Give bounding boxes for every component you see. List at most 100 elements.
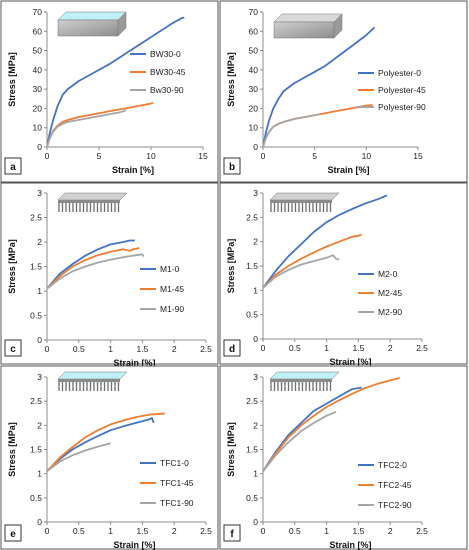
y-tick-label: 0.5 <box>246 310 258 320</box>
y-tick-label: 50 <box>249 46 259 56</box>
x-axis-label: Strain [%] <box>112 165 154 175</box>
series-line-m2-45 <box>262 233 362 289</box>
panel-letter: d <box>229 344 235 355</box>
x-tick-label: 2 <box>172 344 177 354</box>
y-axis-label: Stress [MPa] <box>226 52 236 107</box>
y-tick-label: 70 <box>249 7 259 17</box>
icon-side-face <box>117 11 127 37</box>
legend-entry: Polyester-45 <box>378 85 426 95</box>
series-line-tfc1-45 <box>46 412 165 472</box>
y-tick-label: 0.5 <box>30 311 42 321</box>
icon-top-face <box>269 371 340 380</box>
icon-top-face <box>57 11 127 21</box>
series-line-m1-45 <box>46 247 140 290</box>
series-line-m1-90 <box>46 253 145 290</box>
icon-top-face <box>57 371 128 380</box>
y-tick-label: 60 <box>249 26 259 36</box>
x-tick-label: 0.5 <box>73 344 85 354</box>
y-tick-label: 2 <box>37 237 42 247</box>
panel-letter-box <box>223 157 241 175</box>
legend-entry: BW30-45 <box>150 67 186 77</box>
series-line-polyester-0 <box>262 26 376 148</box>
comb-membrane-illustration-icon <box>269 371 340 391</box>
panel-letter-box <box>4 157 22 175</box>
y-tick-label: 0 <box>37 335 42 345</box>
y-tick-label: 3 <box>253 188 258 198</box>
x-tick-label: 0 <box>261 526 266 536</box>
x-tick-label: 1.5 <box>352 526 364 536</box>
y-tick-label: 60 <box>33 26 43 36</box>
legend: TFC1-0 TFC1-45 TFC1-90 <box>140 458 194 508</box>
legend-entry: TFC2-0 <box>378 460 407 470</box>
y-tick-label: 3 <box>37 188 42 198</box>
y-axis-label: Stress [MPa] <box>7 239 17 294</box>
y-tick-label: 3 <box>37 372 42 382</box>
x-axis-label: Strain [%] <box>327 165 369 175</box>
chart-panel-b: 0 10 20 30 40 50 60 70 0 5 10 15 Strain [%] Stress [M… <box>219 0 468 183</box>
panel-letter: a <box>10 162 16 173</box>
y-tick-label: 1.5 <box>246 445 258 455</box>
y-tick-label: 0 <box>253 142 258 152</box>
y-tick-label: 30 <box>249 84 259 94</box>
panel-letter: b <box>229 162 235 173</box>
y-tick-label: 30 <box>33 84 43 94</box>
y-tick-label: 0 <box>37 142 42 152</box>
x-tick-label: 0 <box>45 151 50 161</box>
panel-letter-box <box>223 524 241 542</box>
series-line-bw30-0 <box>46 16 185 148</box>
panel-frame <box>0 365 219 550</box>
legend: M2-0 M2-45 M2-90 <box>358 269 402 317</box>
icon-base-strip <box>58 379 120 382</box>
x-tick-label: 5 <box>97 151 102 161</box>
y-tick-label: 1 <box>253 285 258 295</box>
y-tick-label: 0 <box>253 517 258 527</box>
chart-panel-f: 0 0.5 1 1.5 2 2.5 3 0 0.5 1 1.5 2 2.5 Strain [%] Stres… <box>219 365 468 550</box>
legend: Polyester-0 Polyester-45 Polyester-90 <box>358 68 426 112</box>
legend-entry: TFC2-45 <box>378 480 412 490</box>
x-axis-label: Strain [%] <box>113 540 155 550</box>
series-line-polyester-90 <box>262 113 320 148</box>
y-tick-label: 1.5 <box>30 262 42 272</box>
y-axis-label: Stress [MPa] <box>226 422 236 477</box>
comb-membrane-illustration-icon <box>57 192 128 212</box>
legend-entry: M1-45 <box>160 284 184 294</box>
x-tick-label: 15 <box>413 151 423 161</box>
y-tick-label: 2.5 <box>30 213 42 223</box>
x-tick-label: 0 <box>261 343 266 353</box>
y-tick-label: 2 <box>253 237 258 247</box>
icon-base-strip <box>270 200 332 203</box>
y-tick-label: 50 <box>33 46 43 56</box>
y-tick-label: 0.5 <box>30 493 42 503</box>
icon-front-face <box>273 21 335 39</box>
series-line-tfc2-45 <box>262 377 400 472</box>
legend-entry: M1-90 <box>160 304 184 314</box>
y-tick-label: 0 <box>253 334 258 344</box>
legend-entry: Polyester-0 <box>378 68 421 78</box>
x-tick-label: 1 <box>324 343 329 353</box>
membrane-illustration-icon <box>57 11 127 37</box>
y-tick-label: 0 <box>37 517 42 527</box>
x-tick-label: 2.5 <box>200 526 212 536</box>
icon-base-strip <box>270 379 332 382</box>
series-line-tfc1-90 <box>46 442 111 473</box>
y-tick-label: 2.5 <box>30 396 42 406</box>
x-tick-label: 2.5 <box>200 344 212 354</box>
panel-letter-box <box>4 339 22 357</box>
icon-top-face <box>269 192 340 201</box>
y-tick-label: 10 <box>33 123 43 133</box>
x-axis-label: Strain [%] <box>113 358 155 368</box>
chart-panel-d: 0 0.5 1 1.5 2 2.5 3 0 0.5 1 1.5 2 2.5 Strain [%] Stres… <box>219 182 468 367</box>
panel-letter: f <box>230 529 234 540</box>
x-tick-label: 0 <box>45 344 50 354</box>
x-axis-label: Strain [%] <box>329 357 371 367</box>
legend: BW30-0 BW30-45 Bw30-90 <box>130 49 186 95</box>
y-tick-label: 1 <box>37 469 42 479</box>
icon-front-face <box>57 19 119 37</box>
y-axis-label: Stress [MPa] <box>226 239 236 294</box>
y-tick-label: 2.5 <box>246 212 258 222</box>
y-tick-label: 2.5 <box>246 396 258 406</box>
y-axis-label: Stress [MPa] <box>7 422 17 477</box>
legend-entry: Polyester-90 <box>378 102 426 112</box>
membrane-illustration-icon <box>273 13 343 39</box>
legend-entry: M2-90 <box>378 307 402 317</box>
